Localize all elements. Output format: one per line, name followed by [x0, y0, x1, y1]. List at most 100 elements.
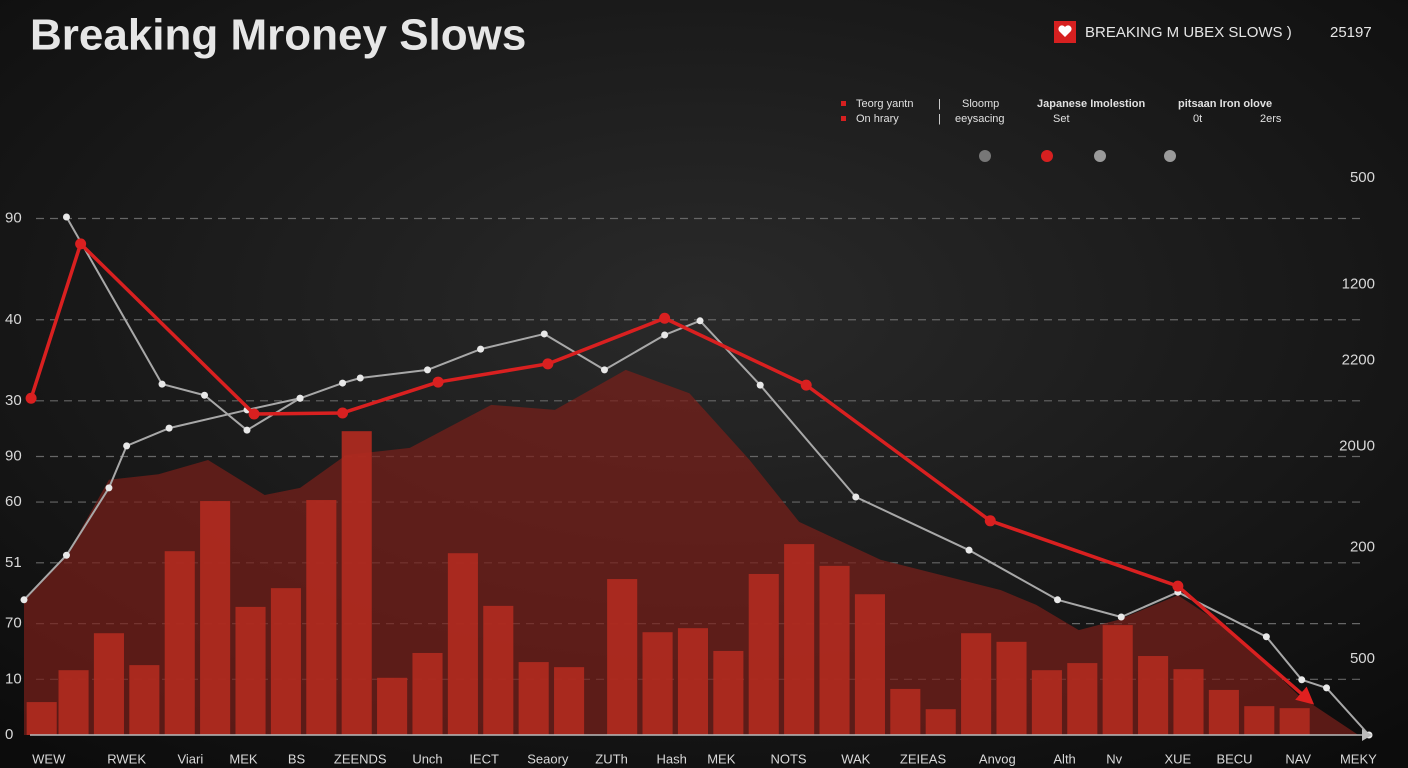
legend-separator: |	[938, 113, 941, 125]
x-tick-label: Seaory	[527, 751, 569, 766]
x-tick-label: XUE	[1165, 751, 1192, 766]
bar	[1279, 708, 1310, 735]
bar	[925, 709, 956, 735]
line-marker	[800, 379, 812, 391]
badge-number: 25197	[1330, 24, 1372, 41]
y2-tick-label: 20U0	[1339, 437, 1375, 454]
line-marker	[123, 442, 131, 450]
line-marker	[756, 381, 764, 389]
x-tick-label: ZEIEAS	[900, 751, 947, 766]
bar	[1031, 670, 1062, 735]
x-tick-label: MEK	[229, 751, 258, 766]
line-marker	[248, 408, 260, 420]
bar	[819, 565, 850, 735]
line-marker	[1117, 613, 1125, 621]
bar	[129, 665, 160, 735]
legend-dot	[1041, 150, 1053, 162]
x-tick-label: NOTS	[770, 751, 806, 766]
line-marker	[661, 331, 669, 339]
bar	[1138, 656, 1169, 735]
y2-tick-label: 500	[1350, 169, 1375, 186]
bar	[1208, 689, 1239, 735]
bar	[164, 551, 195, 735]
bar	[784, 544, 815, 735]
legend-label: Japanese Imolestion	[1037, 98, 1145, 110]
line-marker	[356, 374, 364, 382]
y-tick-label: 40	[5, 311, 22, 328]
line-marker	[339, 379, 347, 387]
line-marker	[158, 380, 166, 388]
x-tick-label: BS	[288, 751, 306, 766]
y-tick-label: 0	[5, 726, 13, 743]
legend-label: Teorg yantn	[856, 98, 913, 110]
bar	[1102, 625, 1133, 735]
line-marker	[1298, 676, 1306, 684]
line-marker	[1262, 633, 1270, 641]
bar	[961, 633, 992, 735]
y-tick-label: 90	[5, 447, 22, 464]
bar	[447, 553, 478, 735]
line-marker	[105, 484, 113, 492]
line-marker	[542, 358, 554, 370]
bar	[200, 501, 231, 735]
legend-dot	[979, 150, 991, 162]
badge: BREAKING M UBEX SLOWS ) 25197	[1054, 21, 1372, 43]
line-marker	[477, 345, 485, 353]
bar	[270, 588, 301, 735]
bar	[677, 628, 709, 735]
legend-separator: |	[938, 98, 941, 110]
line-marker	[696, 317, 704, 325]
x-axis-arrow	[1362, 729, 1372, 741]
x-tick-label: Alth	[1053, 751, 1075, 766]
chart-title: Breaking Mroney Slows	[30, 11, 526, 60]
bar	[554, 667, 585, 735]
legend-label: 2ers	[1260, 113, 1282, 125]
line-marker	[1054, 596, 1062, 604]
x-tick-label: IECT	[469, 751, 499, 766]
bar	[890, 688, 921, 735]
legend-label: eeysacing	[955, 113, 1005, 125]
bar	[1067, 663, 1098, 735]
badge-text: BREAKING M UBEX SLOWS )	[1085, 24, 1292, 41]
bar	[235, 606, 266, 735]
y-tick-label: 90	[5, 209, 22, 226]
legend: | | Teorg yantn Sloomp Japanese Imolestion…	[841, 98, 1282, 162]
x-tick-label: MEK	[707, 751, 736, 766]
legend-dot	[1164, 150, 1176, 162]
y2-tick-label: 500	[1350, 650, 1375, 667]
line-marker	[75, 238, 87, 250]
x-tick-label: WAK	[841, 751, 870, 766]
y2-tick-label: 1200	[1342, 275, 1375, 292]
legend-label: Set	[1053, 113, 1070, 125]
x-tick-label: MEKY	[1340, 751, 1377, 766]
x-tick-label: BECU	[1216, 751, 1252, 766]
legend-swatch	[841, 101, 846, 106]
bar	[26, 702, 57, 735]
y2-tick-label: 2200	[1342, 351, 1375, 368]
legend-swatch	[841, 116, 846, 121]
bar	[518, 662, 549, 735]
bar	[748, 573, 779, 735]
line-marker	[337, 407, 349, 419]
bar	[341, 431, 372, 735]
bar	[713, 650, 744, 735]
bar	[377, 677, 408, 735]
line-marker	[432, 376, 444, 388]
x-tick-label: Unch	[412, 751, 442, 766]
y2-tick-label: 200	[1350, 539, 1375, 556]
x-tick-label: RWEK	[107, 751, 146, 766]
x-tick-label: ZEENDS	[334, 751, 387, 766]
bar	[996, 641, 1027, 735]
y-tick-label: 60	[5, 493, 22, 510]
bar	[93, 633, 124, 735]
line-marker	[165, 424, 173, 432]
line-marker	[25, 392, 37, 404]
line-marker	[424, 366, 431, 374]
line-marker	[600, 366, 608, 374]
line-marker	[1323, 684, 1331, 692]
line-marker	[201, 391, 209, 399]
line-marker	[984, 515, 996, 527]
bar	[1244, 706, 1275, 735]
y-tick-label: 70	[5, 615, 22, 632]
